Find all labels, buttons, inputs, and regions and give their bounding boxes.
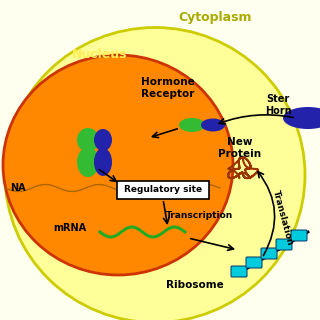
Ellipse shape [3,55,233,275]
FancyBboxPatch shape [117,181,209,199]
Text: Translation: Translation [271,189,295,247]
Text: NA: NA [10,183,26,193]
Text: Regulatory site: Regulatory site [124,186,202,195]
Text: Hormone
Receptor: Hormone Receptor [141,77,195,99]
Ellipse shape [201,118,225,132]
FancyBboxPatch shape [291,230,307,241]
Text: Ster
Horn: Ster Horn [265,94,291,116]
Text: Transcription: Transcription [166,211,234,220]
Ellipse shape [77,128,99,152]
Text: Ribosome: Ribosome [166,280,224,290]
Text: Cytoplasm: Cytoplasm [178,12,252,25]
Ellipse shape [94,148,112,176]
Text: mRNA: mRNA [53,223,87,233]
FancyBboxPatch shape [246,257,262,268]
Text: New
Protein: New Protein [219,137,261,159]
Ellipse shape [77,147,99,177]
Ellipse shape [283,107,320,129]
Ellipse shape [179,118,205,132]
FancyBboxPatch shape [276,239,292,250]
FancyBboxPatch shape [261,248,277,259]
Text: Nucleus: Nucleus [72,49,128,61]
Ellipse shape [5,28,305,320]
Ellipse shape [94,129,112,151]
FancyBboxPatch shape [231,266,247,277]
